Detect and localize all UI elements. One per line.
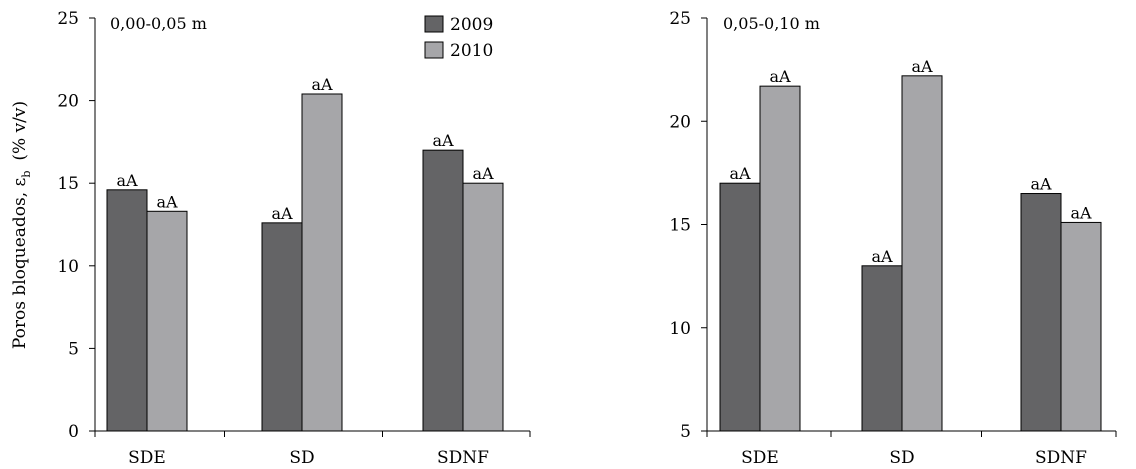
y-tick-label: 20 [57,92,79,112]
legend-swatch-2009 [424,15,444,33]
bar-2009-SD [861,265,903,432]
bar-2010-SDNF [1060,221,1102,432]
y-tick-label: 20 [669,112,691,132]
y-tick-label: 15 [57,174,79,194]
y-axis-label-main: Poros bloqueados, ε [10,177,30,349]
data-label: aA [432,131,454,150]
data-label: aA [769,67,791,86]
data-label: aA [156,192,178,211]
x-tick-label: SD [889,448,914,468]
legend-label: 2009 [450,15,493,35]
bar-2009-SDNF [1020,193,1062,432]
data-label: aA [1030,175,1052,194]
data-label: aA [871,247,893,266]
y-tick-label: 10 [669,319,691,339]
bar-2009-SDE [719,182,761,432]
bar-2009-SDNF [422,149,464,432]
chart-panel-1: 0 5 10 15 20 25 SDE SD SDNF aA aA aA aA aA aA 0,00-0,05… [10,9,531,468]
y-axis-label-subscript: b [20,171,33,178]
y-tick-label: 25 [669,9,691,29]
y-tick-label: 0 [68,422,79,442]
panel-title: 0,00-0,05 m [110,14,207,33]
data-label: aA [271,204,293,223]
bar-2009-SD [261,222,303,432]
bar-2010-SDE [146,210,188,432]
y-tick-label: 5 [68,339,79,359]
y-tick-label: 15 [669,216,691,236]
bar-2010-SD [901,75,943,432]
data-label: aA [729,164,751,183]
bar-2009-SDE [106,189,148,432]
data-label: aA [311,75,333,94]
bar-2010-SDNF [462,182,504,432]
y-tick-label: 10 [57,257,79,277]
data-label: aA [911,57,933,76]
data-label: aA [1070,203,1092,222]
y-tick-label: 5 [680,422,691,442]
y-tick-label: 25 [57,9,79,29]
data-label: aA [472,164,494,183]
x-tick-label: SDNF [437,448,489,468]
panel-title: 0,05-0,10 m [723,14,820,33]
data-label: aA [116,171,138,190]
x-tick-label: SDNF [1035,448,1087,468]
legend-label: 2010 [450,41,493,61]
bar-2010-SDE [759,85,801,432]
y-axis-label-units: (% v/v) [10,101,30,161]
x-tick-label: SDE [741,448,779,468]
bar-2010-SD [301,93,343,432]
x-tick-label: SD [289,448,314,468]
chart-panel-2: 5 10 15 20 25 SDE SD SDNF aA aA aA aA aA aA 0,05-0,10 … [669,9,1117,468]
legend-swatch-2010 [424,41,444,59]
x-tick-label: SDE [128,448,166,468]
legend: 2009 2010 [424,15,493,61]
y-axis-label: Poros bloqueados, εb (% v/v) [10,101,33,349]
